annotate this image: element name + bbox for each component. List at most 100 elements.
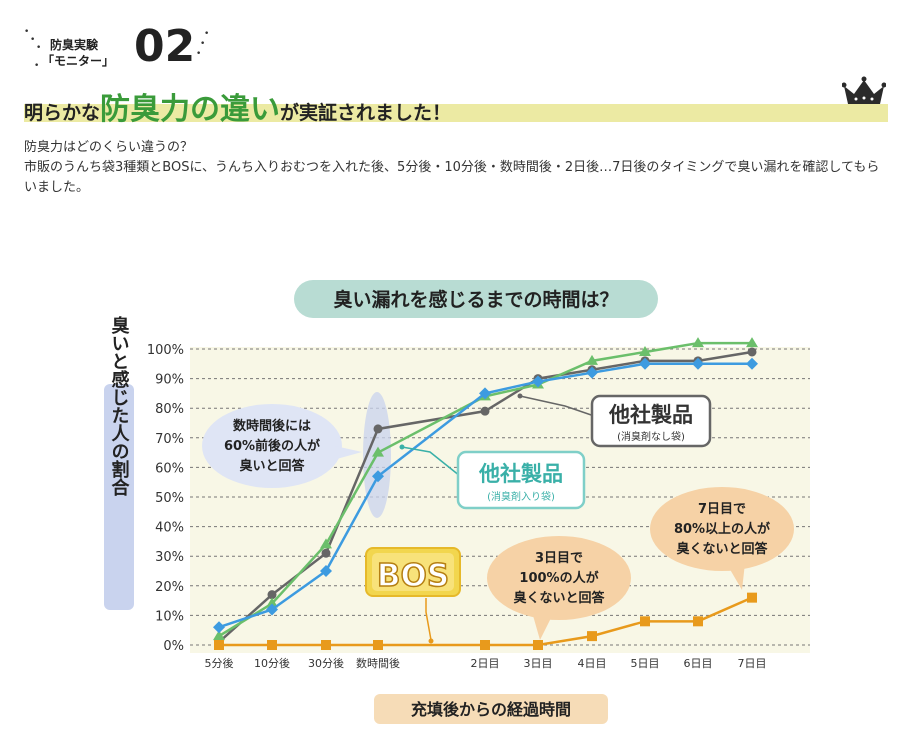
- data-point: [213, 621, 225, 634]
- y-tick-label: 40%: [155, 521, 184, 536]
- experiment-label-line2: 「モニター」: [42, 54, 115, 68]
- leader-line-nobag: [519, 395, 601, 419]
- x-tick-label: 7日目: [738, 657, 767, 670]
- data-point: [372, 446, 384, 457]
- series-label-withbag: 他社製品 (消臭剤入り袋): [399, 444, 586, 510]
- dot-decoration: •: [196, 49, 202, 59]
- dot-decoration: •: [34, 61, 40, 71]
- x-tick-label: 4日目: [578, 657, 607, 670]
- headline-highlight: [24, 104, 888, 122]
- bos-logo-inner: [372, 553, 454, 591]
- bos-logo: BOS: [365, 547, 461, 644]
- data-point: [372, 470, 384, 483]
- x-tick-label: 2日目: [471, 657, 500, 670]
- mid-bubble-line2: 100%の人が: [519, 570, 598, 586]
- chart-title-pill: [294, 280, 658, 318]
- data-point: [321, 548, 331, 558]
- mid-annotation-bubble: 3日目で 100%の人が 臭くないと回答: [487, 536, 631, 640]
- data-point: [373, 424, 383, 434]
- label-nobag-sub: (消臭剤なし袋): [617, 430, 685, 443]
- data-point: [639, 357, 651, 370]
- chart-title: 臭い漏れを感じるまでの時間は？: [333, 288, 618, 311]
- experiment-label-line1: 防臭実験: [50, 38, 99, 52]
- experiment-number: 02: [134, 21, 196, 72]
- x-tick-label: 数時間後: [356, 656, 400, 670]
- y-tick-label: 30%: [155, 550, 184, 565]
- right-annotation-bubble: 7日目で 80%以上の人が 臭くないと回答: [650, 487, 794, 590]
- label-nobag-title: 他社製品: [608, 403, 693, 427]
- data-point: [320, 538, 332, 549]
- data-point: [692, 357, 704, 370]
- headline-post: が実証されました！: [280, 102, 452, 124]
- y-axis-label: 臭いと感じた人の割合: [109, 315, 130, 496]
- data-point: [479, 387, 491, 400]
- right-bubble-line1: 7日目で: [698, 502, 746, 517]
- data-point: [480, 640, 490, 650]
- dot-decoration: •: [200, 39, 206, 49]
- experiment-label: • • • • 防臭実験 「モニター」: [24, 22, 144, 72]
- series-line: [218, 341, 752, 638]
- data-point: [640, 616, 650, 627]
- bos-logo-text: BOS: [377, 558, 449, 594]
- label-withbag-sub: (消臭剤入り袋): [487, 490, 555, 503]
- mid-bubble-line3: 臭くないと回答: [513, 590, 605, 606]
- y-tick-label: 100%: [147, 343, 184, 358]
- y-tick-label: 50%: [155, 491, 184, 506]
- data-point: [746, 337, 758, 348]
- leader-line-withbag: [401, 446, 461, 477]
- y-tick-labels: 0% 10% 20% 30% 40% 50% 60% 70% 80% 90% 100%: [147, 343, 184, 654]
- data-point: [639, 345, 651, 356]
- left-bubble-shape: [202, 404, 342, 488]
- crown-icon: [842, 76, 886, 104]
- series-square: [214, 592, 757, 650]
- series-label-nobag: 他社製品 (消臭剤なし袋): [517, 393, 712, 448]
- data-point: [746, 357, 758, 370]
- x-axis-label: 充填後からの経過時間: [411, 700, 571, 719]
- series-diamond: [213, 357, 758, 634]
- intro-text: 防臭力はどのくらい違うの？ 市販のうんち袋3種類とBOSに、うんち入りおむつを入…: [24, 138, 890, 198]
- x-tick-label: 30分後: [308, 656, 344, 670]
- data-point: [213, 630, 225, 641]
- dot-decoration: •: [204, 29, 210, 39]
- leader-dot-withbag: [399, 444, 405, 450]
- data-series: [213, 337, 758, 650]
- x-tick-label: 6日目: [684, 657, 713, 670]
- y-tick-label: 80%: [155, 402, 184, 417]
- dot-decoration: •: [36, 43, 42, 53]
- left-annotation-bubble: 数時間後には 60%前後の人が 臭いと回答: [202, 404, 362, 488]
- data-point: [533, 640, 543, 650]
- data-point: [586, 354, 598, 365]
- label-box-withbag: [456, 450, 586, 510]
- y-axis-label-box: [104, 384, 134, 610]
- left-bubble-line2: 60%前後の人が: [224, 438, 320, 454]
- x-tick-label: 10分後: [254, 656, 290, 670]
- left-bubble-line1: 数時間後には: [233, 418, 311, 434]
- intro-line1: 防臭力はどのくらい違うの？: [24, 140, 194, 155]
- series-line: [218, 362, 752, 629]
- y-tick-label: 0%: [163, 639, 184, 654]
- section-header: • • • • 防臭実験 「モニター」 02 • • • 明らかな防臭力の違いが…: [24, 21, 888, 127]
- dot-decoration: •: [30, 35, 36, 45]
- y-tick-label: 60%: [155, 461, 184, 476]
- data-point: [692, 337, 704, 348]
- data-point: [320, 565, 332, 577]
- intro-line2: 市販のうんち袋3種類とBOSに、うんち入りおむつを入れた後、5分後・10分後・数…: [24, 160, 880, 195]
- data-point: [587, 631, 597, 642]
- data-point: [266, 597, 278, 608]
- data-point: [214, 640, 224, 650]
- dot-decoration: •: [24, 27, 30, 37]
- left-bubble-line3: 臭いと回答: [239, 458, 305, 474]
- data-point: [532, 375, 544, 388]
- data-point: [747, 347, 757, 357]
- data-point: [480, 406, 490, 416]
- headline-pre: 明らかな: [24, 102, 101, 124]
- y-tick-label: 90%: [155, 373, 184, 388]
- mid-bubble-line1: 3日目で: [535, 551, 583, 566]
- mid-bubble-shape: [487, 536, 631, 620]
- x-axis-label-box: [374, 694, 608, 724]
- data-point: [747, 592, 757, 603]
- right-bubble-tail: [728, 563, 745, 590]
- y-tick-label: 20%: [155, 580, 184, 595]
- x-tick-label: 5分後: [205, 656, 234, 670]
